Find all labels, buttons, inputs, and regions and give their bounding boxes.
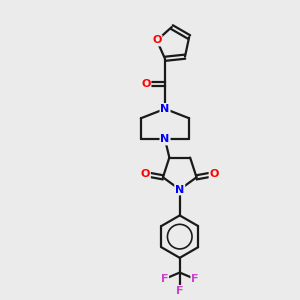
Text: O: O bbox=[209, 169, 219, 179]
Text: N: N bbox=[175, 184, 184, 194]
Text: F: F bbox=[176, 286, 184, 296]
Text: F: F bbox=[191, 274, 199, 284]
Text: O: O bbox=[152, 35, 161, 45]
Text: O: O bbox=[141, 79, 151, 89]
Text: N: N bbox=[160, 134, 169, 145]
Text: F: F bbox=[161, 274, 168, 284]
Text: O: O bbox=[141, 169, 150, 179]
Text: N: N bbox=[160, 104, 169, 114]
